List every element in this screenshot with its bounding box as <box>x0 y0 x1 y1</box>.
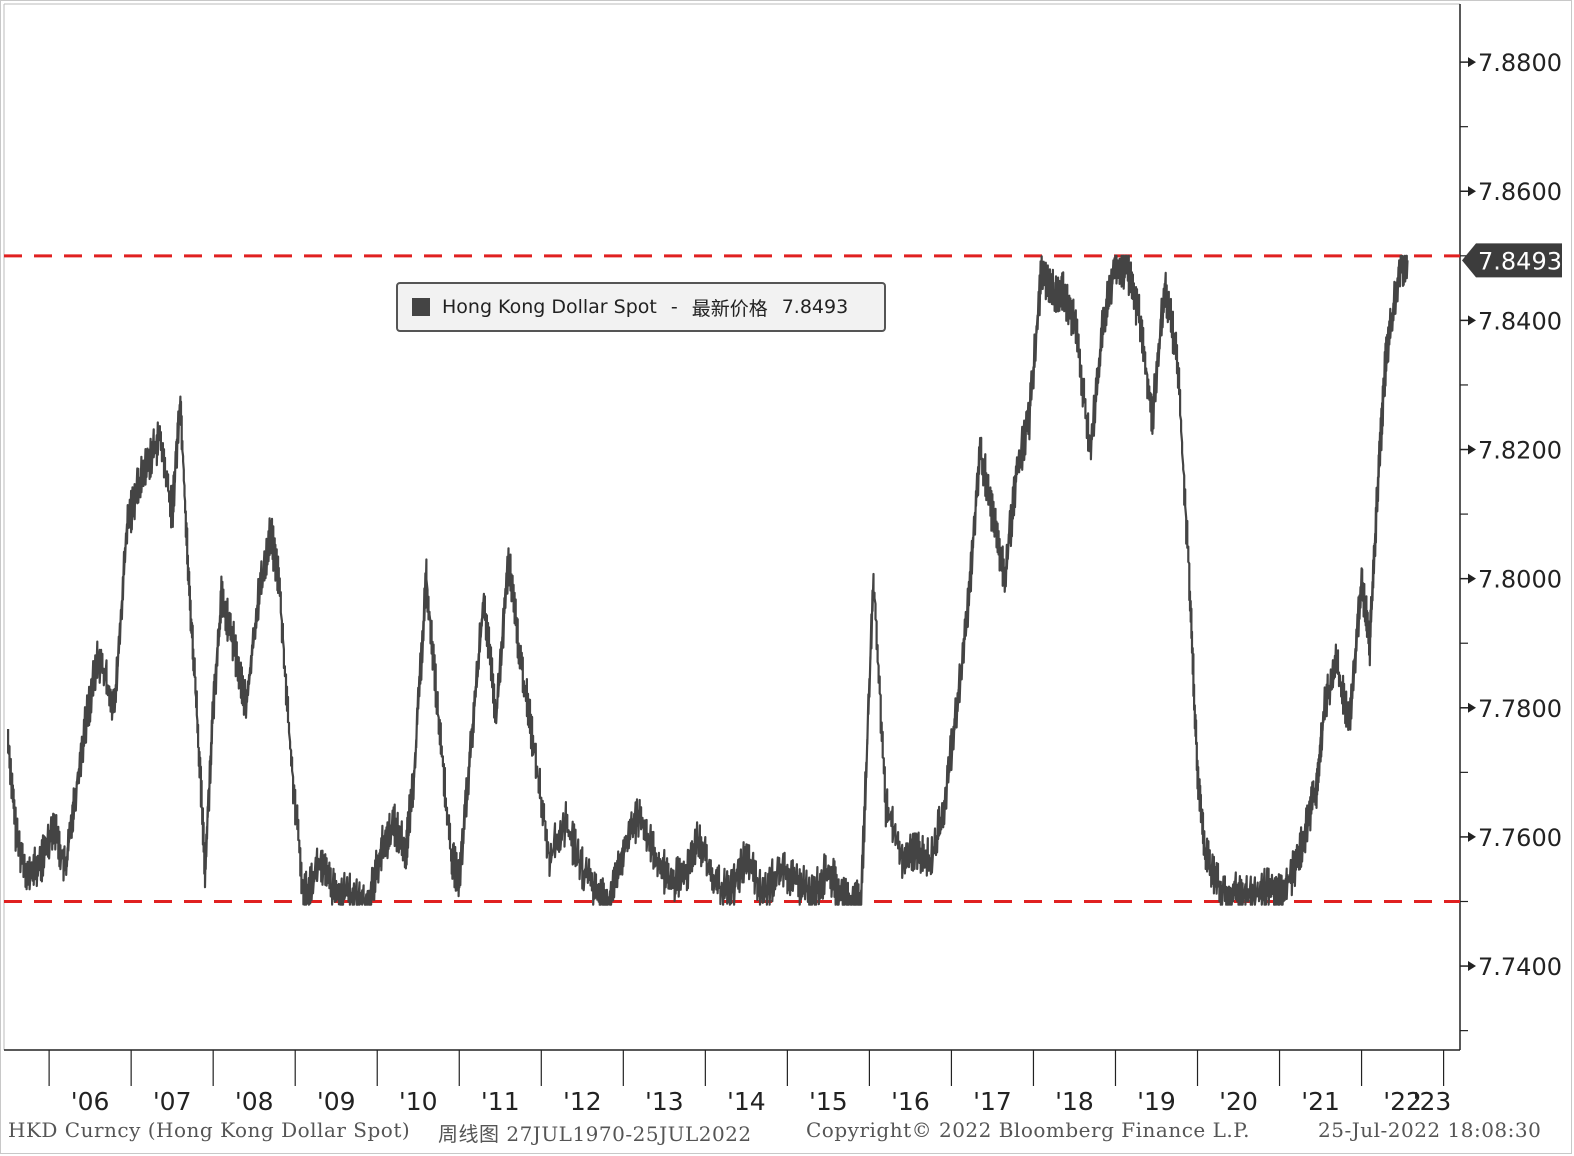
y-tick-arrow <box>1468 186 1476 197</box>
legend-value: 7.8493 <box>781 296 849 318</box>
x-tick-label: '11 <box>481 1087 520 1116</box>
x-tick-label: '19 <box>1137 1087 1176 1116</box>
x-tick-label: '21 <box>1301 1087 1340 1116</box>
x-tick-label: '15 <box>809 1087 848 1116</box>
x-tick-label: '06 <box>71 1087 110 1116</box>
series-line <box>7 254 1409 906</box>
y-tick-arrow <box>1468 573 1476 584</box>
x-tick-label: '07 <box>153 1087 192 1116</box>
x-tick-label: '23 <box>1413 1087 1452 1116</box>
x-tick-label: '22 <box>1383 1087 1422 1116</box>
y-tick-arrow <box>1468 444 1476 455</box>
x-tick-label: '20 <box>1219 1087 1258 1116</box>
legend-swatch <box>412 298 430 316</box>
y-tick-label: 7.8000 <box>1478 566 1562 594</box>
y-tick-arrow <box>1468 57 1476 68</box>
badge-shape <box>1462 243 1562 278</box>
y-tick-arrow <box>1468 961 1476 972</box>
x-axis: '06 '07 '08 '09 '10 '11 '12 '13 '14 '15 '16 '17 '18 '… <box>4 1049 1460 1116</box>
y-tick-label: 7.8800 <box>1478 49 1562 77</box>
y-tick-label: 7.8200 <box>1478 437 1562 465</box>
x-tick-label: '08 <box>235 1087 274 1116</box>
legend-separator: - <box>670 296 678 318</box>
footer-range: 周线图 27JUL1970-25JUL2022 <box>438 1122 752 1146</box>
y-tick-arrow <box>1468 315 1476 326</box>
x-tick-label: '17 <box>973 1087 1012 1116</box>
y-tick-label: 7.7600 <box>1478 824 1562 852</box>
y-tick-arrow <box>1468 831 1476 842</box>
y-tick-label: 7.7800 <box>1478 695 1562 723</box>
footer-security: HKD Curncy (Hong Kong Dollar Spot) <box>8 1118 411 1142</box>
x-tick-label: '09 <box>317 1087 356 1116</box>
y-tick-arrow <box>1468 702 1476 713</box>
x-tick-label: '10 <box>399 1087 438 1116</box>
x-tick-label: '13 <box>645 1087 684 1116</box>
footer-copyright: Copyright© 2022 Bloomberg Finance L.P. <box>806 1118 1250 1142</box>
y-tick-label: 7.8600 <box>1478 178 1562 206</box>
y-tick-label: 7.8400 <box>1478 307 1562 335</box>
badge-value: 7.8493 <box>1478 247 1562 275</box>
series-layer <box>7 254 1409 906</box>
x-tick-label: '18 <box>1055 1087 1094 1116</box>
legend-field-label: 最新价格 <box>691 297 768 320</box>
footer-timestamp: 25-Jul-2022 18:08:30 <box>1318 1118 1542 1142</box>
x-tick-label: '12 <box>563 1087 602 1116</box>
x-tick-label: '14 <box>727 1087 766 1116</box>
x-tick-label: '16 <box>891 1087 930 1116</box>
legend-series-name: Hong Kong Dollar Spot <box>442 296 657 318</box>
y-axis: 7.8800 7.8600 7.8400 7.8200 7.8000 7.7800 7.76… <box>1459 4 1562 1050</box>
last-value-badge: 7.8493 <box>1462 243 1562 278</box>
legend: Hong Kong Dollar Spot - 最新价格 7.8493 <box>396 282 886 332</box>
y-tick-label: 7.7400 <box>1478 953 1562 981</box>
